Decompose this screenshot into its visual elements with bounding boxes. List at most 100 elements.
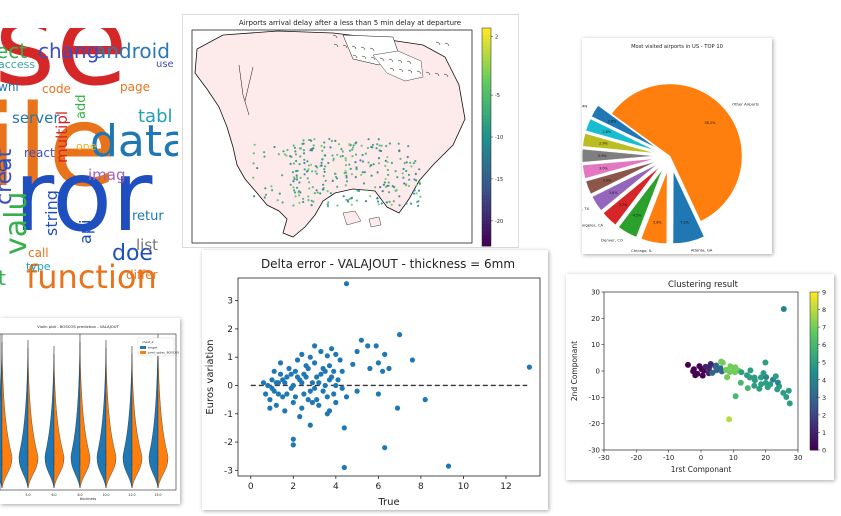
airport-point — [336, 204, 339, 207]
wordcloud-word: use — [156, 59, 174, 71]
scatter-point — [307, 388, 313, 394]
airport-point — [385, 201, 388, 204]
cluster-point — [751, 382, 758, 389]
pie-pct-label: 7.1% — [680, 220, 689, 224]
airport-point — [345, 180, 349, 183]
airport-point — [311, 147, 315, 150]
airport-point — [302, 139, 305, 142]
airport-point — [379, 149, 383, 153]
airport-point — [263, 155, 266, 158]
airport-point — [294, 153, 298, 156]
airport-point — [348, 149, 352, 152]
airport-point — [263, 196, 266, 199]
violin-frame — [0, 333, 177, 491]
scatter-y-tick: -3 — [224, 466, 233, 476]
scatter-point — [397, 332, 403, 338]
airport-point — [302, 197, 305, 200]
cluster-point — [709, 369, 716, 376]
airport-point — [414, 172, 417, 176]
airport-point — [408, 178, 411, 181]
cluster-point — [757, 374, 764, 381]
cluster-colorbar-tick: 1 — [822, 429, 826, 437]
airport-point — [282, 150, 285, 153]
scatter-point — [307, 354, 313, 360]
pie-slice — [672, 171, 705, 244]
airport-point — [292, 186, 295, 189]
airport-point — [394, 170, 397, 173]
violin-x-tick: 6.0 — [51, 493, 56, 497]
pie-pct-label: 2.9% — [598, 154, 607, 158]
airport-point — [336, 153, 339, 156]
scatter-point — [373, 343, 379, 349]
airport-point — [270, 185, 273, 188]
scatter-point — [284, 391, 290, 397]
airport-point — [387, 181, 390, 184]
wordcloud-word: server — [12, 109, 60, 128]
pie-slice — [582, 158, 655, 179]
airport-point — [313, 192, 316, 195]
airport-point — [273, 145, 276, 149]
airport-point — [298, 201, 301, 204]
scatter-x-tick: 6 — [375, 482, 381, 492]
airport-point — [319, 192, 322, 195]
airport-point — [415, 183, 418, 187]
airport-point — [346, 200, 350, 203]
airport-point — [341, 150, 344, 153]
cluster-point — [747, 367, 754, 374]
airport-point — [352, 144, 355, 147]
airport-point — [399, 157, 402, 160]
airport-point — [386, 160, 389, 164]
airport-point — [326, 205, 330, 208]
airport-point — [306, 160, 309, 163]
airport-point — [289, 162, 292, 165]
cluster-title: Clustering result — [668, 280, 739, 290]
airport-point — [376, 200, 380, 203]
scatter-y-tick: -2 — [224, 438, 233, 448]
airport-point — [344, 164, 348, 167]
airport-point — [292, 204, 295, 207]
airport-point — [345, 198, 348, 201]
cluster-y-tick: -30 — [589, 447, 600, 455]
scatter-point — [382, 351, 388, 357]
scatter-point — [318, 348, 324, 355]
scatter-point — [322, 368, 328, 374]
airport-point — [384, 159, 387, 162]
airport-point — [418, 168, 421, 171]
airport-point — [357, 189, 361, 192]
airport-point — [354, 153, 358, 156]
delta-error-scatter: Delta error - VALAJOUT - thickness = 6mm… — [205, 257, 541, 508]
scatter-point — [267, 405, 273, 411]
airport-point — [344, 184, 347, 187]
pie-slice — [603, 167, 660, 226]
airport-point — [365, 189, 368, 192]
scatter-point — [288, 371, 294, 377]
airport-point — [252, 176, 255, 179]
cluster-ylabel: 2nd Componant — [570, 341, 579, 401]
cluster-point — [772, 373, 779, 380]
scatter-point — [309, 399, 315, 406]
scatter-point — [526, 364, 532, 370]
airport-point — [307, 199, 310, 202]
scatter-point — [271, 368, 277, 374]
wordcloud-word: access — [0, 58, 36, 72]
airport-point — [322, 174, 325, 178]
airport-point — [335, 177, 339, 180]
airport-point — [413, 178, 416, 181]
airport-point — [374, 186, 377, 189]
airport-point — [418, 182, 421, 185]
airport-point — [310, 149, 314, 152]
pie-slice — [618, 169, 663, 238]
airport-point — [281, 201, 284, 204]
airport-point — [403, 162, 406, 165]
cluster-colorbar: 0 1 2 3 4 5 6 7 8 9 — [809, 289, 826, 455]
airport-point — [263, 151, 266, 154]
scatter-point — [350, 361, 356, 367]
cluster-x-tick: -30 — [598, 454, 609, 462]
scatter-x-tick: 10 — [458, 482, 470, 492]
airport-point — [342, 195, 345, 198]
scatter-point — [312, 360, 318, 366]
cluster-point — [760, 370, 767, 377]
airport-point — [293, 189, 296, 192]
scatter-y-tick: -1 — [224, 410, 233, 420]
airport-point — [417, 200, 420, 203]
